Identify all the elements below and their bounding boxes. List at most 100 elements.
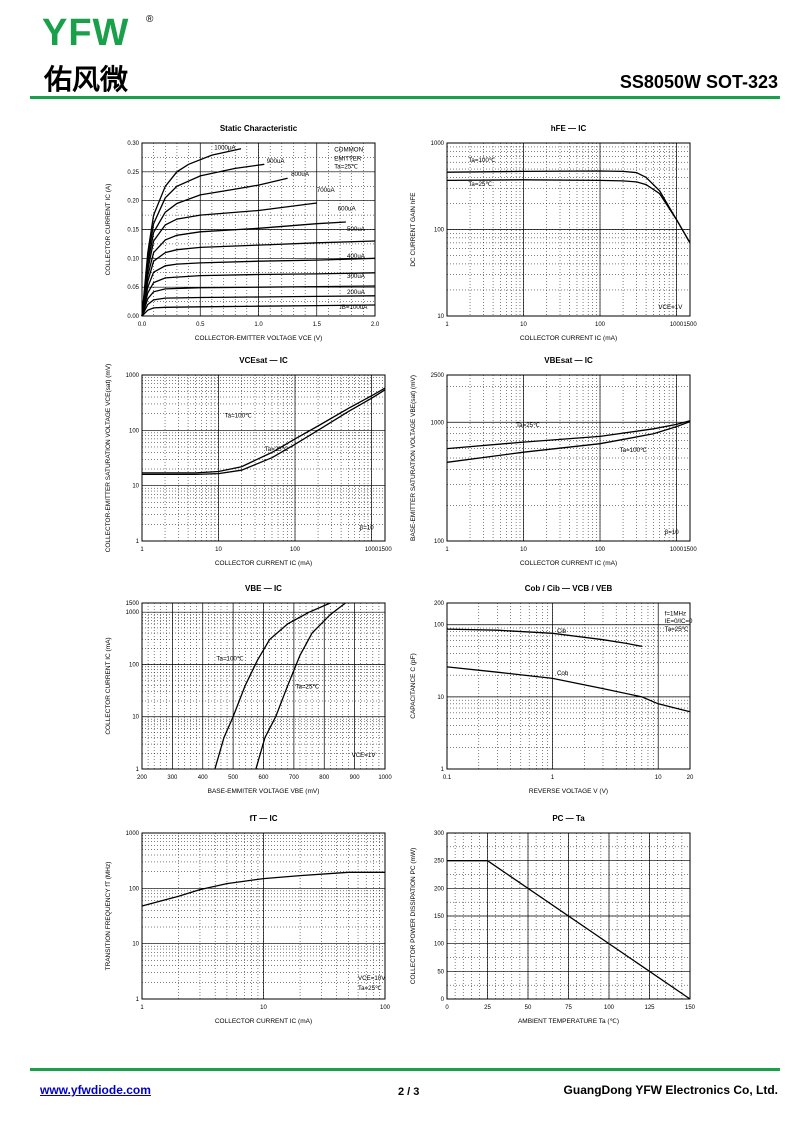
y-axis-label: COLLECTOR POWER DISSIPATION PC (mW) [410, 848, 417, 985]
yfw-logo: YFW ® 佑风微 [40, 12, 170, 96]
registered-mark: ® [146, 14, 154, 25]
x-tick-label: 100 [595, 322, 606, 328]
y-tick-label: 100 [129, 886, 140, 892]
y-tick-label: 0.30 [127, 141, 139, 147]
y-tick-label: 50 [437, 969, 444, 975]
annotation-label: β=10 [360, 525, 375, 532]
y-tick-label: 0.10 [127, 256, 139, 262]
y-tick-label: 100 [129, 428, 140, 434]
y-tick-label: 10 [437, 314, 444, 320]
annotation-label: VCE=1V [352, 752, 377, 759]
annotation-label: Ta=25℃ [516, 422, 540, 429]
x-tick-label: 10 [655, 775, 662, 781]
chart-title: PC — Ta [552, 814, 585, 823]
x-tick-label: 500 [228, 775, 239, 781]
plot-frame [446, 602, 691, 770]
x-tick-label: 1 [551, 775, 555, 781]
y-tick-label: 100 [129, 662, 140, 668]
x-tick-label: 1500 [378, 547, 392, 553]
header-divider [30, 96, 780, 99]
x-tick-label: 50 [525, 1005, 532, 1011]
y-tick-label: 200 [434, 601, 445, 607]
x-tick-label: 0.0 [138, 322, 147, 328]
annotation-label: 800uA [291, 171, 310, 178]
part-number-title: SS8050W SOT-323 [619, 72, 778, 92]
y-tick-label: 0.25 [127, 170, 139, 176]
x-tick-label: 100 [595, 547, 606, 553]
chart-title: VCEsat — IC [239, 356, 288, 365]
x-tick-label: 900 [350, 775, 361, 781]
y-tick-label: 0.05 [127, 285, 139, 291]
x-tick-label: 1000 [378, 775, 392, 781]
x-tick-label: 0.1 [443, 775, 452, 781]
series-line [141, 202, 317, 317]
y-tick-label: 300 [434, 831, 445, 837]
y-axis-label: BASE-EMITTER SATURATION VOLTAGE VBE(sat)… [410, 375, 417, 541]
x-tick-label: 125 [644, 1005, 655, 1011]
x-tick-label: 25 [484, 1005, 491, 1011]
annotation-label: VCE=1V [658, 304, 683, 311]
y-tick-label: 100 [434, 623, 445, 629]
x-tick-label: 200 [137, 775, 148, 781]
series-line [141, 177, 288, 317]
x-axis-label: COLLECTOR CURRENT IC (mA) [215, 560, 312, 567]
annotation-label: f=1MHz [665, 610, 687, 617]
chart-vbe-vs-ic: 200 300 400 500 600 700 800 900 1000 1 10 100 1000 15… [105, 584, 392, 795]
y-tick-label: 100 [434, 228, 445, 234]
x-tick-label: 1.0 [254, 322, 263, 328]
x-tick-label: 1000 [670, 322, 684, 328]
y-tick-label: 0 [441, 997, 445, 1003]
annotation-label: EMITTER [334, 155, 362, 162]
y-axis-label: CAPACITANCE C (pF) [410, 653, 417, 719]
x-tick-label: 75 [565, 1005, 572, 1011]
x-tick-label: 10 [260, 1005, 267, 1011]
series-line [141, 304, 376, 317]
annotation-label: 300uA [347, 273, 366, 280]
y-tick-label: 0.15 [127, 228, 139, 234]
brand-wordmark: YFW [42, 12, 130, 54]
page-number: 2 / 3 [398, 1086, 420, 1098]
plot-frame [141, 832, 386, 1000]
y-tick-label: 1500 [126, 601, 140, 607]
y-tick-label: 0.20 [127, 199, 139, 205]
chart-title: Cob / Cib — VCB / VEB [525, 584, 613, 593]
annotation-label: IE=0/IC=0 [665, 618, 693, 625]
annotation-label: COMMON [334, 147, 363, 154]
x-axis-label: REVERSE VOLTAGE V (V) [529, 788, 608, 795]
series-line [141, 148, 242, 317]
plot-frame [446, 374, 691, 542]
annotation-label: Cob [557, 670, 569, 677]
y-tick-label: 1 [441, 767, 445, 773]
y-axis-label: COLLECTOR CURRENT IC (A) [105, 184, 112, 276]
y-tick-label: 1000 [431, 141, 445, 147]
series-line [214, 602, 331, 770]
series-line [141, 240, 376, 317]
chart-title: VBEsat — IC [544, 356, 593, 365]
x-tick-label: 1 [140, 547, 144, 553]
y-tick-label: 0.00 [127, 314, 139, 320]
footer-divider [30, 1068, 780, 1071]
y-tick-label: 2500 [431, 373, 445, 379]
x-axis-label: COLLECTOR CURRENT IC (mA) [215, 1018, 312, 1025]
company-name: GuangDong YFW Electronics Co, Ltd. [563, 1083, 778, 1097]
series-line [141, 272, 376, 317]
x-tick-label: 100 [380, 1005, 391, 1011]
series-line [255, 602, 346, 770]
annotation-label: 900uA [267, 158, 286, 165]
website-link[interactable]: www.yfwdiode.com [40, 1083, 151, 1097]
x-tick-label: 100 [604, 1005, 615, 1011]
annotation-label: 600uA [338, 205, 357, 212]
series-line [446, 628, 643, 648]
annotation-label: Ta=25℃ [295, 683, 319, 690]
series-line [446, 421, 691, 463]
x-tick-label: 100 [290, 547, 301, 553]
y-tick-label: 250 [434, 859, 445, 865]
x-tick-label: 0.5 [196, 322, 205, 328]
y-tick-label: 10 [437, 695, 444, 701]
x-tick-label: 1 [140, 1005, 144, 1011]
y-tick-label: 1000 [126, 831, 140, 837]
x-tick-label: 1000 [365, 547, 379, 553]
